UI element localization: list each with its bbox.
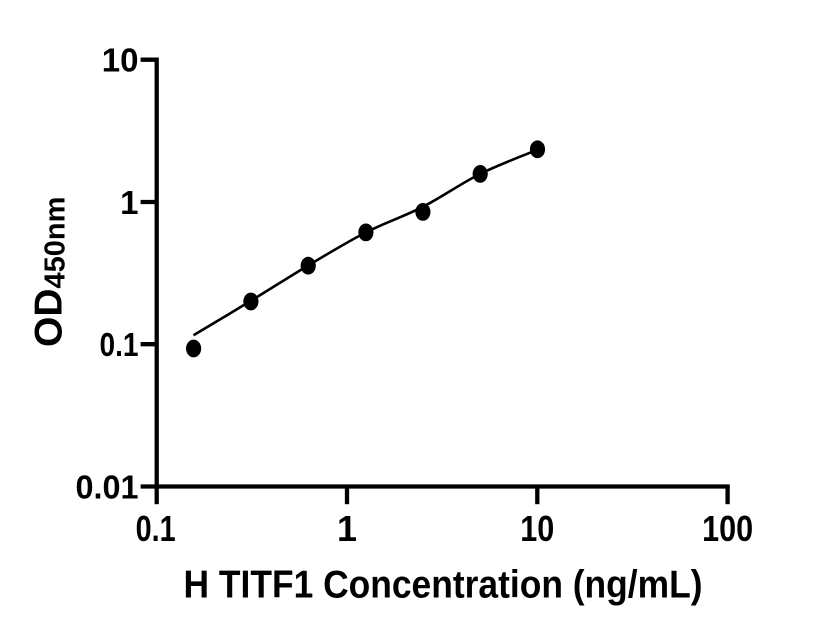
svg-text:0.1: 0.1 [100,326,139,363]
svg-text:10: 10 [520,508,554,549]
svg-text:1: 1 [337,508,357,549]
svg-text:0.1: 0.1 [136,508,176,549]
svg-text:10: 10 [102,42,139,79]
svg-text:100: 100 [702,508,753,549]
svg-text:1: 1 [120,184,138,221]
svg-text:H TITF1 Concentration (ng/mL): H TITF1 Concentration (ng/mL) [184,564,703,607]
svg-text:0.01: 0.01 [76,469,139,506]
